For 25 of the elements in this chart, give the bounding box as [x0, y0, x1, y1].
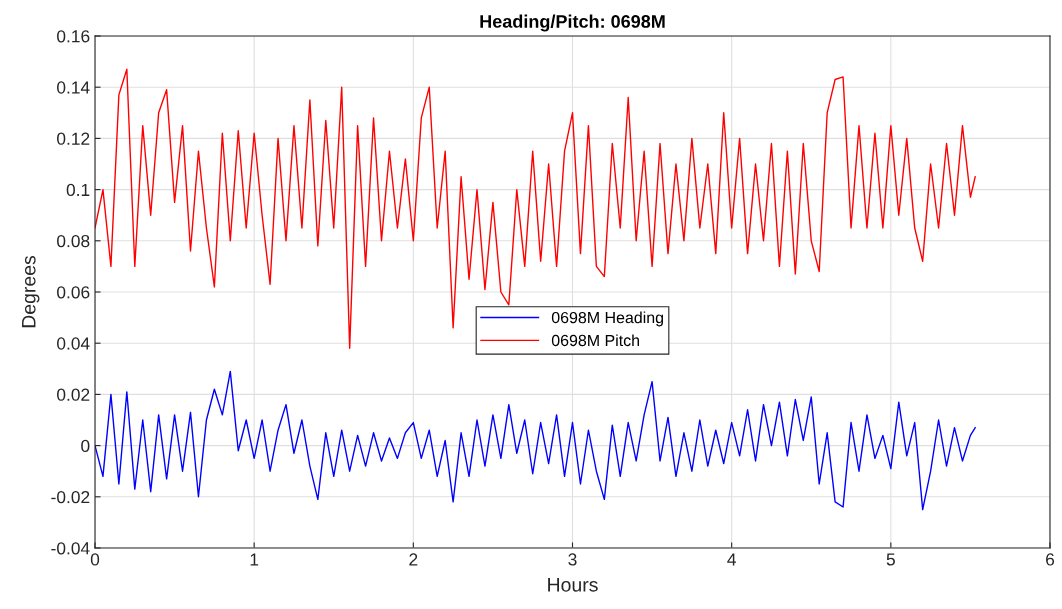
x-tick-label: 2 [409, 553, 418, 566]
y-tick-label: 0 [81, 439, 90, 453]
y-tick-label: 0.12 [57, 132, 90, 145]
y-tick-label: 0.06 [57, 286, 90, 299]
y-tick-label: -0.02 [51, 490, 90, 504]
chart-title: Heading/Pitch: 0698M [480, 14, 665, 32]
y-tick-label: -0.04 [51, 542, 90, 555]
x-tick-label: 3 [568, 553, 577, 566]
y-tick-label: 0.02 [57, 388, 90, 401]
x-axis-title: Hours [548, 578, 598, 592]
y-tick-label: 0.08 [57, 234, 90, 248]
y-axis-title: Degrees [22, 255, 40, 328]
y-tick-label: 0.1 [66, 183, 90, 197]
y-tick-label: 0.04 [57, 337, 90, 350]
x-tick-label: 5 [886, 553, 895, 566]
x-tick-label: 1 [250, 553, 259, 566]
y-tick-label: 0.14 [57, 81, 90, 94]
line-series [95, 68, 976, 350]
x-tick-label: 4 [727, 553, 736, 566]
y-tick-label: 0.16 [57, 30, 90, 43]
legend-label: 0698M Pitch [551, 334, 639, 347]
legend-label: 0698M Heading [551, 311, 663, 327]
x-tick-label: 0 [90, 553, 100, 566]
line-series [95, 370, 976, 511]
x-tick-label: 6 [1046, 553, 1055, 566]
